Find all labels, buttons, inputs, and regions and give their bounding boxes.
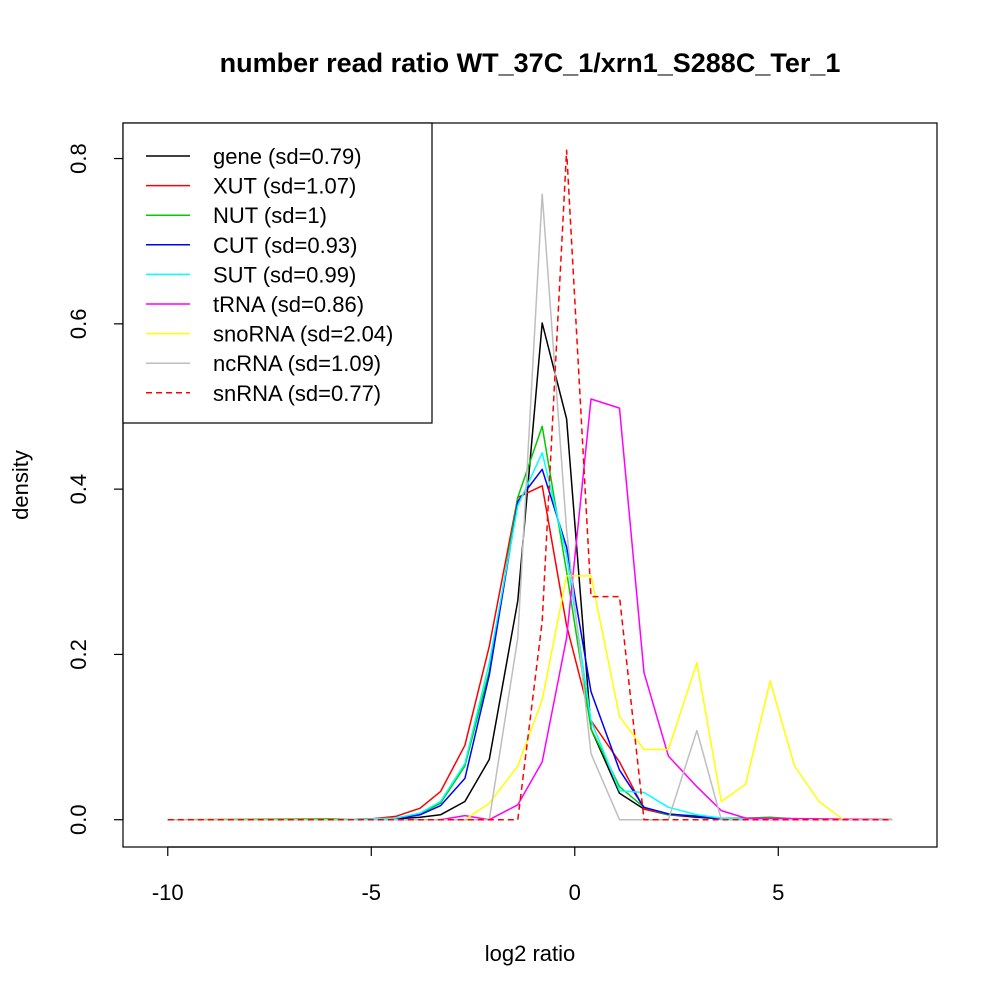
- y-tick-label: 0.8: [66, 143, 91, 174]
- legend-label: SUT (sd=0.99): [213, 262, 356, 287]
- legend: gene (sd=0.79) XUT (sd=1.07) NUT (sd=1) CUT…: [122, 122, 433, 424]
- legend-label: XUT (sd=1.07): [213, 174, 356, 199]
- series-lines: [167, 149, 893, 821]
- series-line: [167, 468, 893, 821]
- legend-label: NUT (sd=1): [213, 203, 327, 228]
- legend-label: snoRNA (sd=2.04): [213, 322, 393, 347]
- y-axis: 0.0 0.2 0.4 0.6 0.8: [66, 143, 124, 835]
- x-tick-label: -5: [361, 880, 381, 905]
- y-axis-label: density: [8, 450, 33, 520]
- series-line: [167, 193, 893, 821]
- y-tick-label: 0.6: [66, 309, 91, 340]
- series-line: [167, 149, 893, 821]
- x-tick-label: 0: [569, 880, 581, 905]
- series-line: [167, 485, 893, 821]
- x-axis: -10 -5 0 5: [152, 846, 784, 905]
- series-line: [167, 398, 893, 821]
- legend-label: snRNA (sd=0.77): [213, 381, 381, 406]
- series-line: [167, 452, 893, 821]
- chart-title: number read ratio WT_37C_1/xrn1_S288C_Te…: [220, 48, 841, 78]
- series-line: [167, 575, 893, 821]
- y-tick-label: 0.4: [66, 474, 91, 505]
- x-tick-label: -10: [152, 880, 184, 905]
- x-axis-label: log2 ratio: [485, 941, 576, 966]
- legend-box: [122, 122, 433, 424]
- x-tick-label: 5: [772, 880, 784, 905]
- y-tick-label: 0.0: [66, 804, 91, 835]
- y-tick-label: 0.2: [66, 639, 91, 670]
- legend-label: ncRNA (sd=1.09): [213, 351, 381, 376]
- legend-label: gene (sd=0.79): [213, 144, 362, 169]
- legend-label: tRNA (sd=0.86): [213, 292, 364, 317]
- legend-label: CUT (sd=0.93): [213, 233, 357, 258]
